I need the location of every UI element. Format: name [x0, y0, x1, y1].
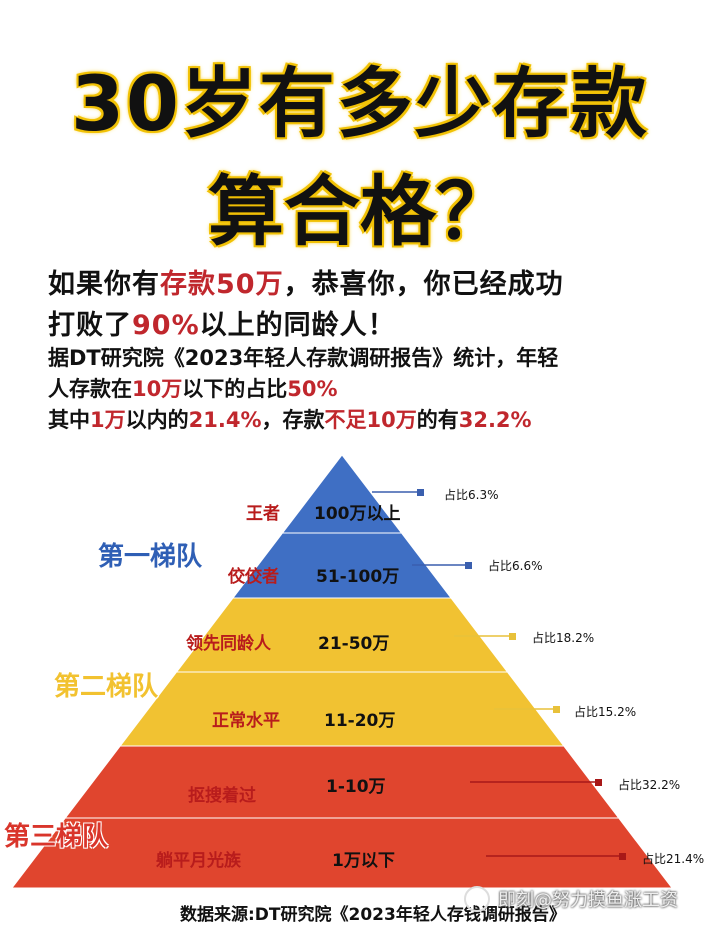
intro-line-2: 打败了90%以上的同龄人！ [48, 303, 708, 342]
pct-label-normal: 占比15.2% [574, 705, 637, 719]
level-range-normal: 11-20万 [324, 711, 396, 731]
pct-marker-5 [619, 853, 626, 860]
highlight: 1万 [90, 408, 126, 432]
pct-marker-1 [465, 562, 472, 569]
highlight: 存款50万 [160, 269, 284, 300]
level-name-king: 王者 [246, 504, 280, 524]
highlight: 32.2% [458, 408, 532, 432]
highlight: 21.4% [188, 408, 262, 432]
pct-marker-0 [417, 489, 424, 496]
pct-marker-4 [595, 779, 602, 786]
intro-line-4: 人存款在10万以下的占比50% [48, 373, 708, 403]
pct-label-ahead: 占比18.2% [532, 631, 595, 645]
text: 人存款在 [48, 377, 132, 401]
level-name-ahead: 领先同龄人 [186, 634, 271, 654]
text: 的有 [416, 408, 459, 432]
pyramid-level-5 [10, 817, 674, 889]
level-name-normal: 正常水平 [212, 711, 280, 731]
text: 其中 [48, 408, 90, 432]
intro-line-1: 如果你有存款50万，恭喜你，你已经成功 [48, 262, 708, 301]
tier-label-third: 第三梯队 [4, 822, 109, 852]
highlight: 90% [132, 310, 200, 341]
level-name-elite: 佼佼者 [228, 567, 279, 587]
level-range-king: 100万以上 [314, 504, 401, 524]
watermark-logo-icon [464, 886, 490, 912]
text: ，恭喜你，你已经成功 [283, 269, 564, 300]
highlight: 不足10万 [324, 408, 417, 432]
text: 以内的 [125, 408, 189, 432]
highlight: 10万 [132, 377, 183, 401]
main-title-line2: 算合格？ [208, 167, 512, 256]
text: 以上的同龄人！ [199, 310, 396, 341]
intro-line-3: 据DT研究院《2023年轻人存款调研报告》统计，年轻 [48, 346, 559, 370]
text: 打败了 [48, 310, 132, 341]
pct-label-frugal: 占比32.2% [618, 778, 681, 792]
pct-label-flat: 占比21.4% [642, 852, 705, 866]
text: ，存款 [261, 408, 325, 432]
tier-label-second: 第二梯队 [54, 672, 159, 702]
text: 以下的占比 [182, 377, 288, 401]
level-range-ahead: 21-50万 [318, 634, 390, 654]
main-title-line1: 30岁有多少存款 [71, 59, 649, 148]
pct-marker-2 [509, 633, 516, 640]
watermark-text: 即刻@努力摸鱼涨工资 [498, 890, 678, 911]
level-name-frugal: 抠搜着过 [188, 786, 256, 806]
level-name-flat: 躺平月光族 [156, 851, 241, 871]
highlight: 50% [287, 377, 338, 401]
level-range-elite: 51-100万 [316, 567, 400, 587]
pct-marker-3 [553, 706, 560, 713]
level-range-frugal: 1-10万 [326, 777, 386, 797]
pct-label-king: 占比6.3% [444, 488, 499, 502]
level-range-flat: 1万以下 [332, 851, 395, 871]
pct-label-elite: 占比6.6% [488, 559, 543, 573]
tier-label-first: 第一梯队 [98, 542, 203, 572]
intro-line-5: 其中1万以内的21.4%，存款不足10万的有32.2% [48, 404, 708, 434]
text: 如果你有 [48, 269, 160, 300]
